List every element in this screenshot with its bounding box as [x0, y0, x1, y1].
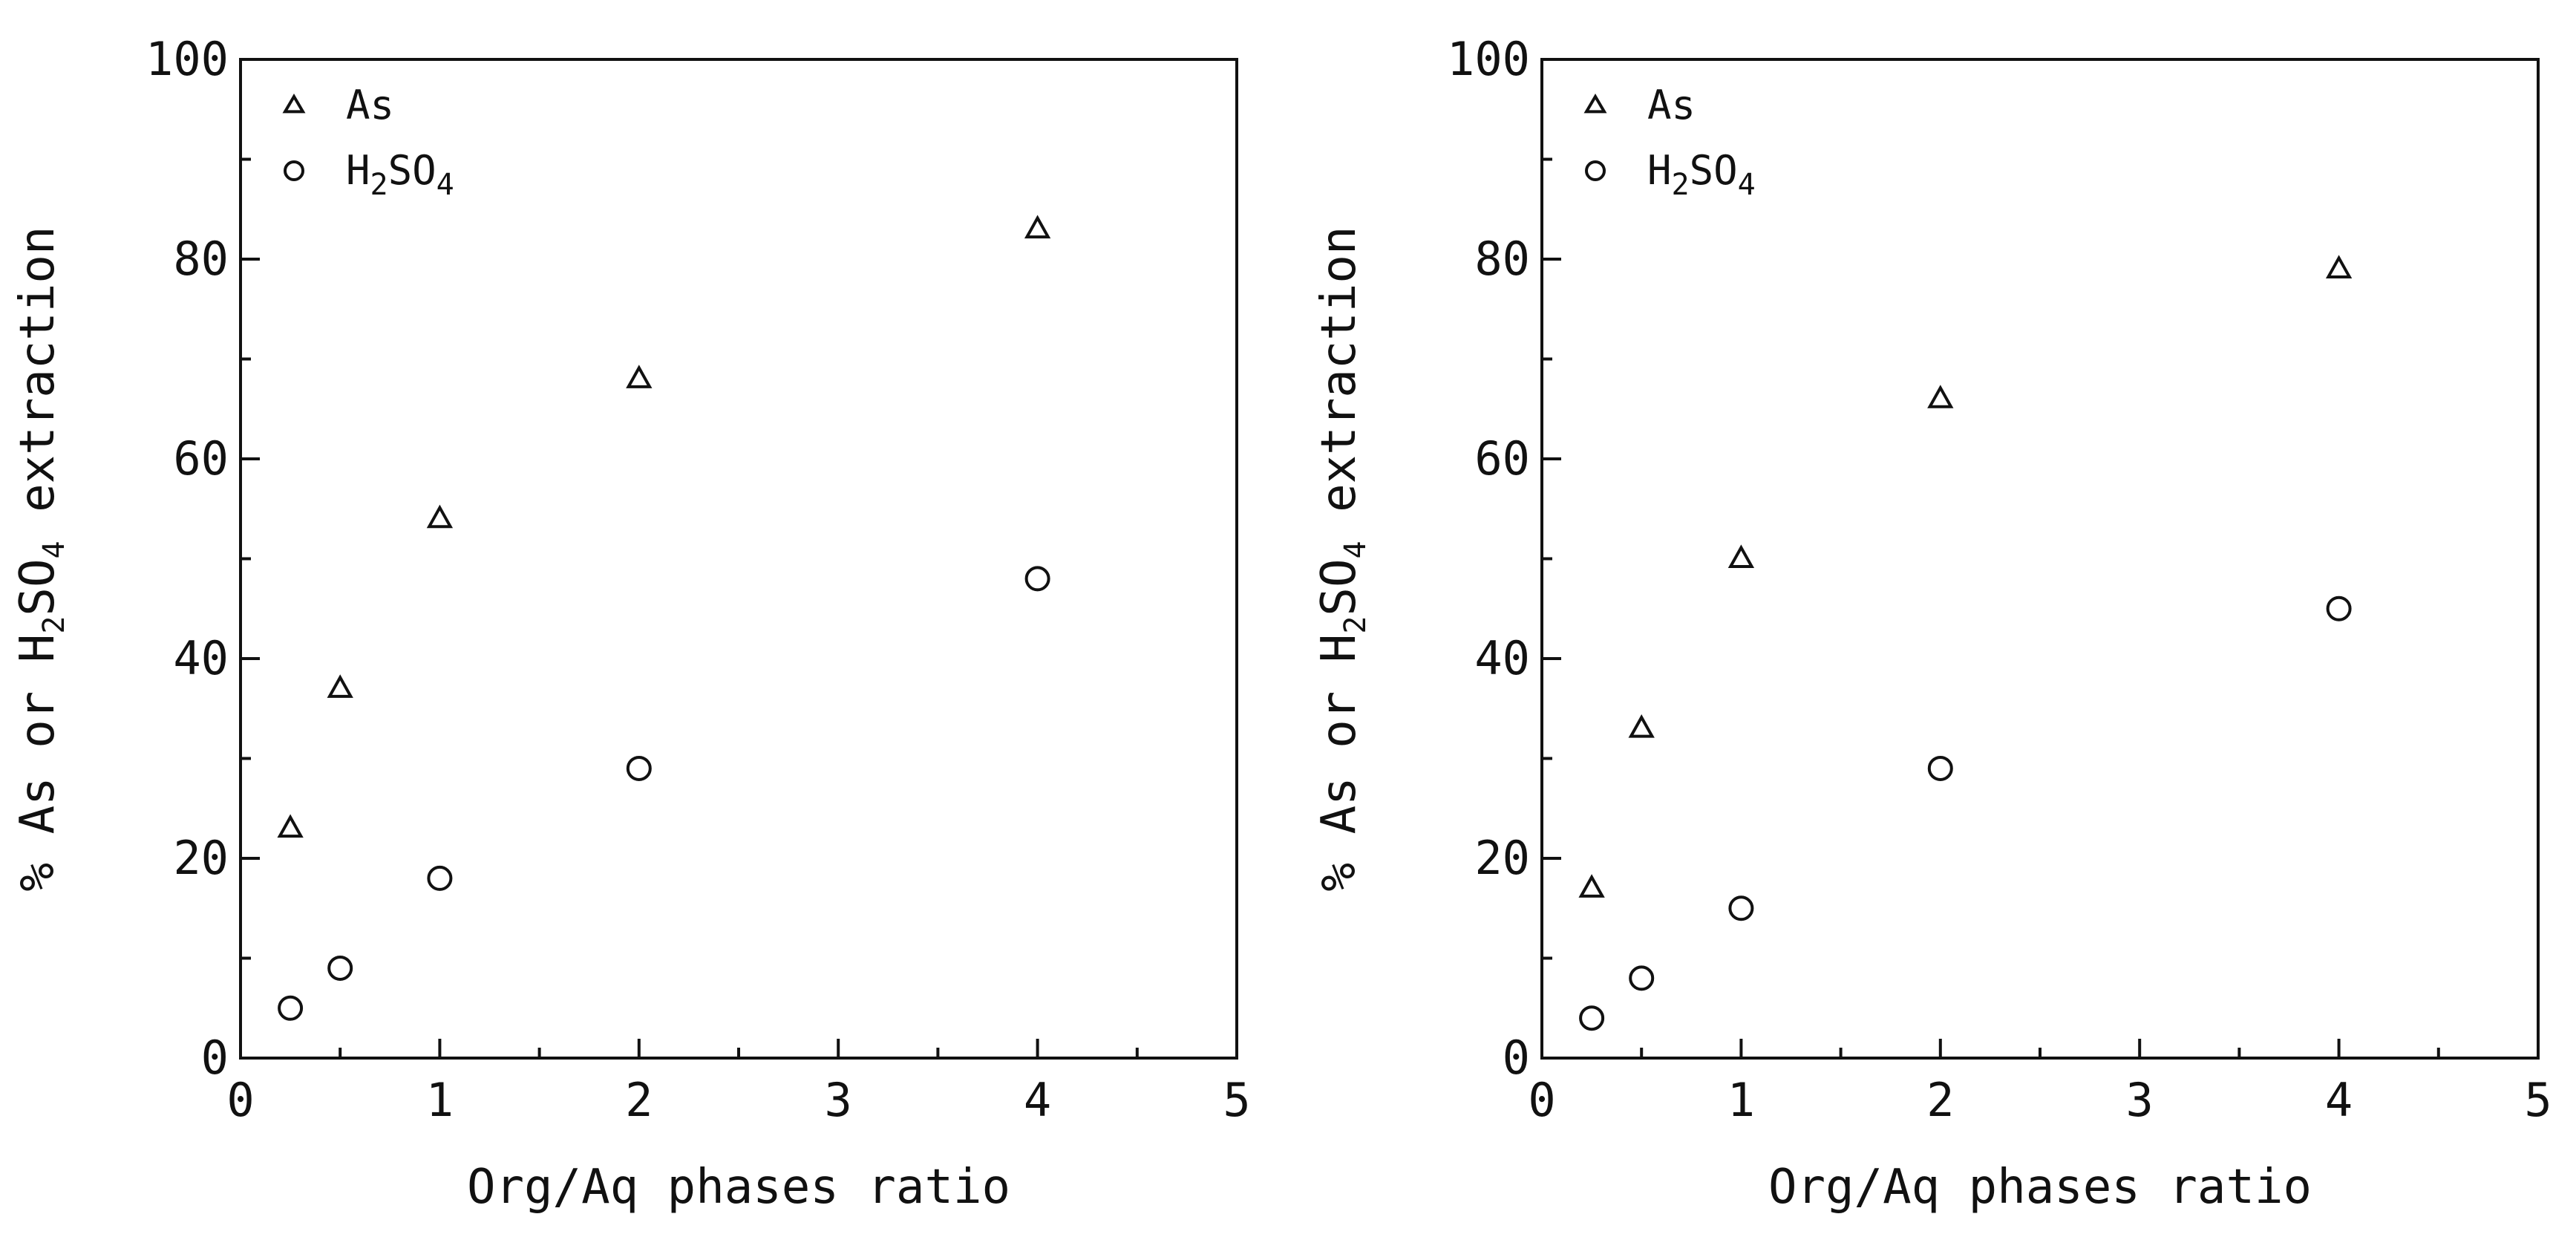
y-axis-title-part: % As or H [1312, 634, 1367, 892]
as-point [1927, 385, 1954, 408]
as-point [426, 504, 454, 529]
h2so4-point [278, 995, 304, 1021]
y-tick-label: 20 [1474, 831, 1530, 885]
legend-label-part: SO [388, 147, 437, 194]
x-axis-title: Org/Aq phases ratio [467, 1160, 1010, 1215]
as-point [327, 674, 353, 698]
as-point [2325, 255, 2353, 278]
h2so4-point [1629, 965, 1655, 991]
x-tick-label: 3 [825, 1073, 852, 1127]
legend-label: H2SO4 [1647, 147, 1756, 202]
as-point [1578, 874, 1605, 898]
legend-marker [1585, 160, 1606, 181]
y-axis-title-part: 2 [37, 616, 71, 634]
chart-left: 0 1 2 3 4 5 0 20 40 60 80 100 Org/Aq phases ratio % A… [10, 32, 1251, 1215]
y-axis-title-part: % As or H [10, 634, 65, 892]
legend-marker [1583, 94, 1607, 114]
y-tick-label: 60 [1474, 431, 1530, 486]
legend-label-part: As [346, 82, 394, 128]
legend-label: H2SO4 [346, 147, 454, 202]
y-tick-label: 40 [1474, 631, 1530, 685]
h2so4-point [1927, 755, 1953, 781]
x-tick-label: 1 [426, 1073, 454, 1127]
y-axis-title-part: 4 [1338, 541, 1373, 558]
y-axis-title-part: SO [10, 559, 65, 616]
y-tick-label: 100 [146, 32, 229, 86]
chart-right: 0 1 2 3 4 5 0 20 40 60 80 100 Org/Aq phases ratio % A… [1312, 32, 2552, 1215]
y-tick-label: 80 [173, 232, 229, 286]
h2so4-point [327, 955, 353, 981]
y-axis-title-part: 2 [1338, 616, 1373, 634]
legend-marker [282, 94, 306, 114]
h2so4-point [2326, 595, 2352, 621]
y-axis-title-part: 4 [37, 541, 71, 558]
as-point [1024, 215, 1051, 239]
y-tick-label: 20 [173, 831, 229, 885]
h2so4-point [1728, 895, 1754, 921]
x-tick-label: 0 [1528, 1073, 1555, 1127]
y-tick-label: 100 [1447, 32, 1530, 86]
legend-marker [284, 160, 304, 181]
h2so4-point [1579, 1005, 1605, 1031]
legend-label-part: As [1647, 82, 1696, 128]
legend-label-part: H [1647, 147, 1672, 194]
legend-label-part: 2 [1672, 168, 1690, 202]
legend-label-part: 2 [370, 168, 388, 202]
y-axis-title-part: extraction [1312, 226, 1367, 541]
x-tick-label: 2 [1926, 1073, 1954, 1127]
legend-label-part: H [346, 147, 370, 194]
y-axis-title: % As or H2SO4 extraction [10, 226, 71, 892]
legend-label: As [346, 82, 394, 128]
y-axis-title-part: SO [1312, 559, 1367, 616]
legend-label-part: 4 [437, 168, 454, 202]
legend-label-part: SO [1690, 147, 1738, 194]
x-tick-label: 4 [1024, 1073, 1051, 1127]
y-tick-label: 0 [1503, 1031, 1530, 1085]
legend-label-part: 4 [1738, 168, 1756, 202]
y-axis-title: % As or H2SO4 extraction [1312, 226, 1373, 892]
as-point [1727, 544, 1755, 568]
h2so4-point [626, 755, 652, 781]
h2so4-point [1024, 566, 1050, 592]
x-tick-label: 5 [1223, 1073, 1250, 1127]
y-tick-label: 0 [201, 1031, 229, 1085]
x-tick-label: 4 [2325, 1073, 2353, 1127]
x-axis-title: Org/Aq phases ratio [1768, 1160, 2312, 1215]
x-tick-label: 2 [625, 1073, 653, 1127]
plot-frame [1540, 58, 2540, 1060]
y-tick-label: 80 [1474, 232, 1530, 286]
y-axis-title-part: extraction [10, 226, 65, 541]
as-point [626, 365, 653, 388]
plot-frame [239, 58, 1238, 1060]
x-tick-label: 3 [2126, 1073, 2154, 1127]
x-tick-label: 0 [226, 1073, 254, 1127]
as-point [277, 814, 304, 838]
x-tick-label: 1 [1727, 1073, 1755, 1127]
y-tick-label: 60 [173, 431, 229, 486]
legend-label: As [1647, 82, 1696, 128]
x-tick-label: 5 [2524, 1073, 2552, 1127]
as-point [1628, 714, 1655, 738]
y-tick-label: 40 [173, 631, 229, 685]
h2so4-point [427, 865, 453, 891]
